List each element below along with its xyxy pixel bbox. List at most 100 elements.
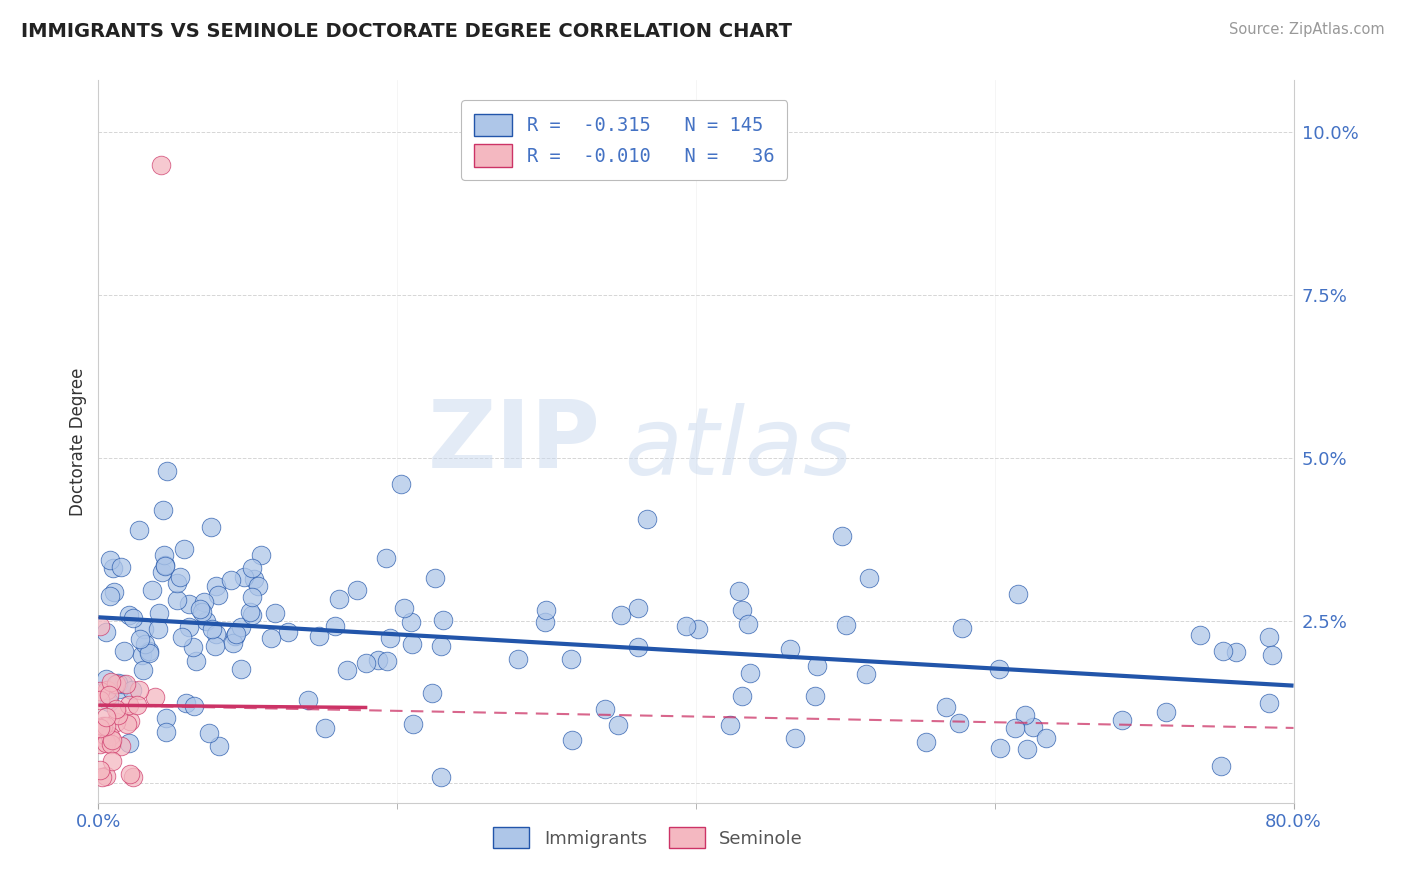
Point — [1014, 708, 1036, 723]
Point — [110, 739, 132, 753]
Point — [152, 565, 174, 579]
Point — [153, 558, 176, 572]
Point — [1111, 714, 1133, 728]
Point — [987, 662, 1010, 676]
Point — [89, 763, 111, 777]
Point — [100, 754, 122, 768]
Point — [204, 627, 226, 641]
Point — [858, 571, 880, 585]
Point — [115, 717, 138, 731]
Point — [107, 675, 129, 690]
Point — [105, 677, 128, 691]
Point — [177, 597, 200, 611]
Point — [89, 693, 111, 707]
Point — [323, 619, 346, 633]
Point — [166, 593, 188, 607]
Point — [988, 741, 1011, 756]
Point — [1189, 628, 1212, 642]
Point — [156, 464, 179, 478]
Point — [731, 603, 754, 617]
Point — [277, 625, 299, 640]
Point — [94, 769, 117, 783]
Point — [179, 620, 201, 634]
Point — [128, 683, 150, 698]
Point — [260, 632, 283, 646]
Point — [89, 684, 111, 698]
Point — [432, 613, 454, 627]
Point — [141, 582, 163, 597]
Point — [198, 726, 221, 740]
Point — [534, 603, 557, 617]
Point — [153, 559, 176, 574]
Point — [934, 699, 956, 714]
Point — [93, 728, 115, 742]
Point — [401, 615, 423, 629]
Point — [200, 520, 222, 534]
Point — [423, 571, 446, 585]
Point — [430, 770, 453, 784]
Point — [118, 767, 141, 781]
Point — [229, 620, 252, 634]
Point — [367, 653, 389, 667]
Point — [229, 662, 252, 676]
Point — [122, 610, 145, 624]
Text: Source: ZipAtlas.com: Source: ZipAtlas.com — [1229, 22, 1385, 37]
Point — [740, 666, 762, 681]
Legend: Immigrants, Seminole: Immigrants, Seminole — [482, 816, 814, 859]
Point — [98, 553, 121, 567]
Point — [89, 721, 111, 735]
Point — [122, 770, 145, 784]
Point — [247, 579, 270, 593]
Point — [108, 681, 131, 696]
Point — [392, 601, 415, 615]
Point — [114, 676, 136, 690]
Point — [107, 708, 129, 723]
Point — [121, 682, 143, 697]
Point — [104, 714, 127, 729]
Text: ZIP: ZIP — [427, 395, 600, 488]
Point — [143, 690, 166, 704]
Point — [100, 674, 122, 689]
Point — [207, 588, 229, 602]
Point — [150, 158, 173, 172]
Point — [250, 549, 273, 563]
Point — [720, 718, 742, 732]
Point — [354, 657, 377, 671]
Point — [191, 605, 214, 619]
Point — [94, 672, 117, 686]
Point — [420, 686, 443, 700]
Point — [118, 607, 141, 622]
Point — [96, 719, 118, 733]
Point — [240, 590, 263, 604]
Point — [731, 689, 754, 703]
Point — [855, 667, 877, 681]
Point — [806, 659, 828, 673]
Point — [225, 626, 247, 640]
Point — [91, 770, 114, 784]
Point — [297, 692, 319, 706]
Point — [1007, 587, 1029, 601]
Point — [188, 602, 211, 616]
Point — [686, 623, 709, 637]
Point — [728, 584, 751, 599]
Point — [118, 736, 141, 750]
Point — [610, 608, 633, 623]
Point — [169, 569, 191, 583]
Point — [1258, 696, 1281, 710]
Point — [166, 576, 188, 591]
Point — [146, 622, 169, 636]
Point — [506, 652, 529, 666]
Point — [239, 605, 262, 619]
Point — [132, 622, 155, 636]
Point — [636, 512, 658, 526]
Point — [835, 618, 858, 632]
Point — [89, 738, 111, 752]
Text: atlas: atlas — [624, 403, 852, 494]
Point — [174, 696, 197, 710]
Point — [627, 600, 650, 615]
Point — [593, 702, 616, 716]
Point — [1225, 645, 1247, 659]
Point — [94, 625, 117, 640]
Point — [1154, 705, 1177, 719]
Point — [184, 654, 207, 668]
